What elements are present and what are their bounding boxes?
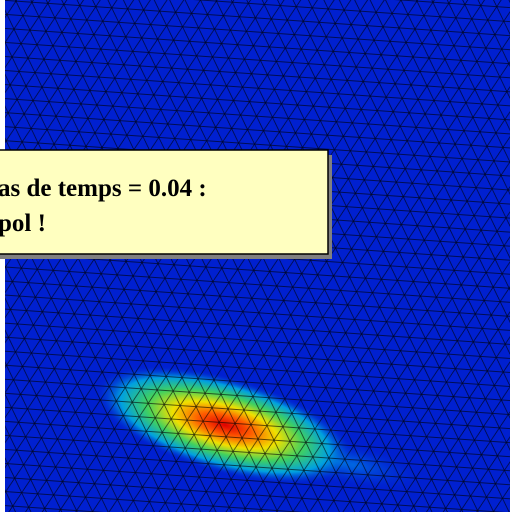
callout-line: as de temps = 0.04 : bbox=[0, 175, 207, 202]
callout-box bbox=[0, 150, 328, 254]
callout-line: pol ! bbox=[0, 210, 46, 237]
screenshot: as de temps = 0.04 : pol ! bbox=[0, 0, 510, 512]
page: as de temps = 0.04 : pol ! (() => { cons… bbox=[0, 0, 510, 512]
